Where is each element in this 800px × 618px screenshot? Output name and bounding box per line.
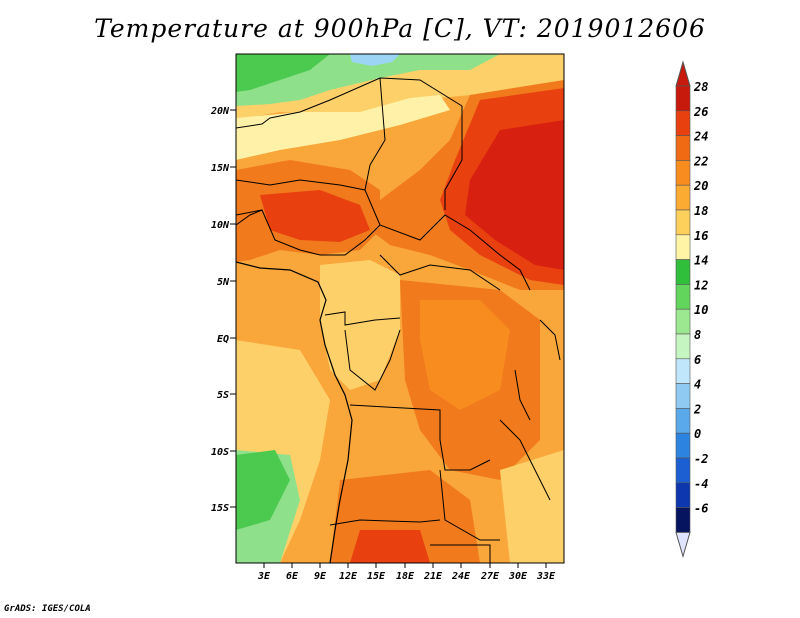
lat-label-15N: 15N [211, 163, 230, 174]
colorbar-label: 26 [693, 105, 708, 119]
colorbar-swatch [675, 209, 691, 236]
lon-label-12E: 12E [339, 571, 358, 582]
colorbar-swatch [675, 383, 691, 409]
lat-axis: 20N 15N 10N 5N EQ 5S 10S 15S [210, 106, 236, 514]
colorbar-label: -2 [694, 452, 708, 466]
field-hot-south [350, 530, 430, 563]
lon-label-33E: 33E [536, 571, 556, 582]
colorbar-label: 28 [693, 80, 708, 94]
lon-label-3E: 3E [257, 571, 271, 582]
field-darkgreen-north [236, 54, 330, 92]
field-cool-central [320, 260, 400, 390]
border-12 [329, 519, 441, 526]
border-11 [439, 469, 500, 541]
colorbar-label: 10 [694, 303, 708, 317]
lon-label-27E: 27E [480, 571, 500, 582]
border-17 [236, 209, 263, 226]
colorbar-label: 18 [694, 204, 708, 218]
lon-label-15E: 15E [367, 571, 386, 582]
map-frame [235, 53, 565, 564]
colorbar-label: 8 [694, 328, 701, 342]
colorbar-label: 0 [694, 427, 701, 441]
colorbar-swatch [675, 358, 691, 384]
lat-label-10S: 10S [211, 447, 229, 458]
colorbar-label: 24 [693, 130, 708, 144]
colorbar-swatch [675, 482, 691, 508]
field-cool-se [500, 450, 564, 563]
lat-label-EQ: EQ [217, 334, 229, 345]
border-15 [539, 319, 561, 361]
colorbar-label: 12 [694, 278, 708, 292]
border-6 [379, 214, 531, 291]
field-hot-west [260, 190, 370, 242]
colorbar-swatch [675, 85, 691, 112]
lon-label-18E: 18E [396, 571, 415, 582]
border-14 [514, 369, 531, 421]
colorbar-swatch [675, 457, 691, 484]
colorbar-label: 6 [694, 353, 701, 367]
colorbar-label: 22 [693, 154, 708, 168]
border-9 [344, 329, 401, 391]
border-5 [236, 209, 381, 256]
lon-label-9E: 9E [314, 571, 327, 582]
lat-label-10N: 10N [211, 220, 230, 231]
grads-credit: GrADS: IGES/COLA [4, 604, 91, 614]
colorbar-label: 4 [694, 378, 701, 392]
colorbar-swatch [675, 110, 691, 136]
colorbar-swatch [675, 308, 691, 335]
lat-label-20N: 20N [210, 106, 230, 117]
lon-label-21E: 21E [423, 571, 443, 582]
lon-label-30E: 30E [508, 571, 528, 582]
lat-label-5N: 5N [217, 277, 230, 288]
border-8 [324, 311, 401, 326]
field-green-sw [236, 450, 290, 530]
coast-west [236, 261, 353, 563]
colorbar-bottom-arrow [675, 531, 691, 559]
colorbar-swatch [675, 284, 691, 310]
colorbar-label: 16 [694, 229, 708, 243]
colorbar-swatch [675, 160, 691, 186]
lon-axis: 3E 6E 9E 12E 15E 18E 21E 24E 27E 30E 33E [257, 563, 556, 582]
border-10 [349, 404, 491, 471]
colorbar-swatch [675, 234, 691, 260]
border-3 [364, 77, 386, 226]
colorbar-label: 2 [693, 402, 701, 416]
temperature-field [236, 54, 564, 563]
colorbar-label: 20 [693, 179, 708, 193]
colorbar-label: -6 [694, 502, 708, 516]
colorbar-top-arrow [675, 60, 691, 87]
field-veryhot-ne [465, 120, 564, 270]
lon-label-24E: 24E [451, 571, 471, 582]
border-1 [236, 77, 463, 129]
border-13 [499, 419, 551, 501]
colorbar-label: 14 [694, 254, 708, 268]
colorbar-label: -4 [694, 477, 708, 491]
colorbar-swatch [675, 259, 691, 285]
colorbar-swatch [675, 135, 691, 161]
lon-label-6E: 6E [286, 571, 299, 582]
field-blue-north [350, 54, 400, 66]
colorbar-swatch [675, 432, 691, 459]
border-4 [236, 179, 366, 191]
border-2 [444, 106, 463, 210]
colorbar-swatch [675, 408, 691, 434]
colorbar-swatch [675, 184, 691, 211]
border-7 [379, 254, 501, 291]
colorbar-swatch [675, 333, 691, 360]
colorbar-swatch [675, 507, 691, 533]
chart-title: Temperature at 900hPa [C], VT: 201901260… [94, 14, 706, 43]
border-16 [430, 544, 491, 563]
lat-label-5S: 5S [217, 390, 229, 401]
lat-label-15S: 15S [211, 503, 229, 514]
field-pale-band [236, 95, 450, 160]
country-borders [236, 77, 561, 563]
field-mild-east [420, 300, 510, 410]
coastline [236, 261, 353, 563]
